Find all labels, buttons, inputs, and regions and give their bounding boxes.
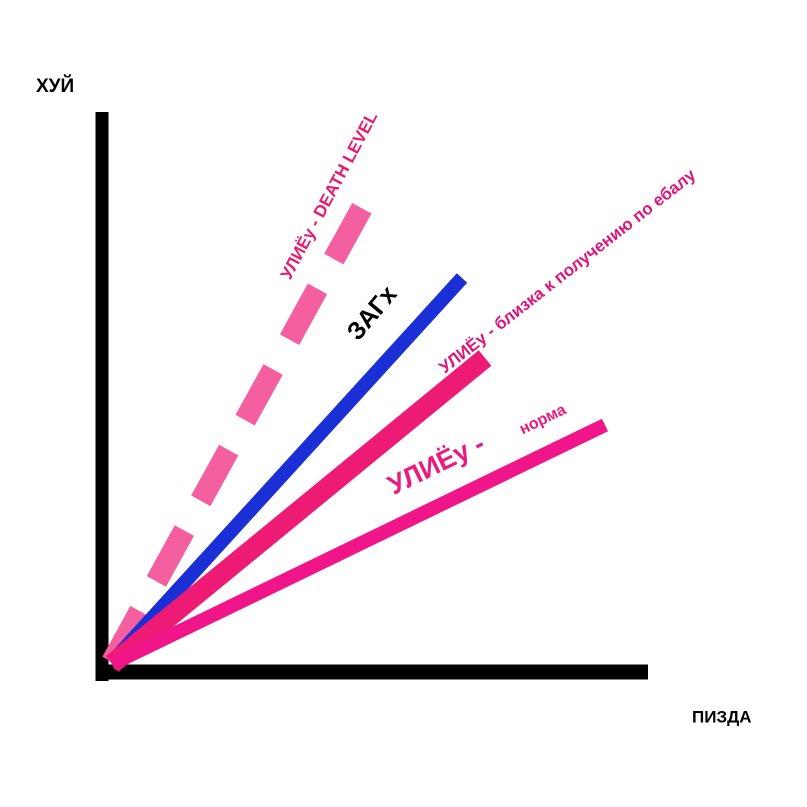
red-line bbox=[105, 350, 492, 672]
x-axis-label: ПИЗДА bbox=[692, 707, 751, 726]
pink-line bbox=[108, 418, 609, 671]
y-axis-label: ХУЙ bbox=[36, 75, 74, 97]
blue-line bbox=[106, 273, 468, 667]
